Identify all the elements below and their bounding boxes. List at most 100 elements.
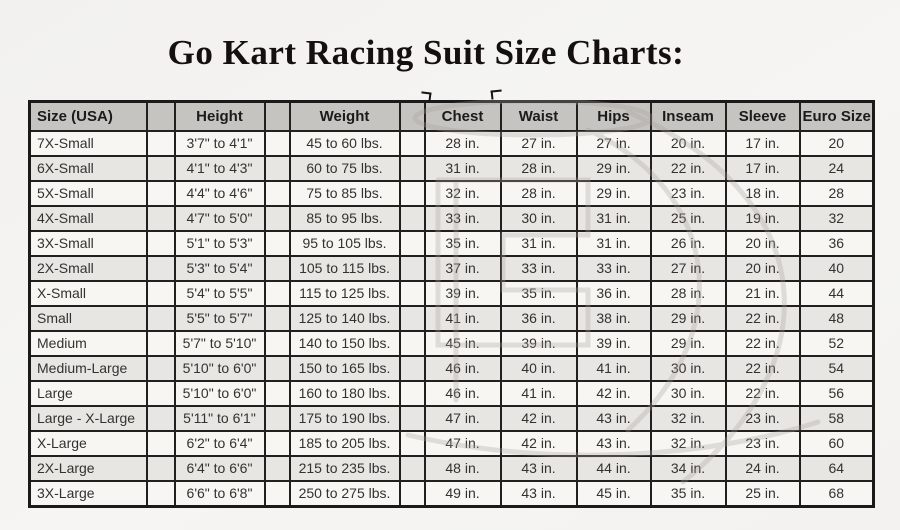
spacer-cell: [145, 330, 176, 357]
cell-hips: 29 in.: [575, 180, 652, 207]
cell-waist: 42 in.: [499, 405, 578, 432]
spacer-cell: [145, 100, 176, 132]
cell-weight: 75 to 85 lbs.: [288, 180, 401, 207]
crop-artifact-tick: [490, 89, 503, 100]
cell-waist: 40 in.: [499, 355, 578, 382]
cell-inseam: 34 in.: [649, 455, 727, 482]
cell-inseam: 20 in.: [649, 130, 727, 157]
cell-weight: 95 to 105 lbs.: [288, 230, 401, 257]
cell-chest: 31 in.: [423, 155, 502, 182]
cell-sleeve: 17 in.: [724, 155, 801, 182]
cell-height: 3'7" to 4'1": [173, 130, 266, 157]
cell-chest: 41 in.: [423, 305, 502, 332]
col-header-sleeve: Sleeve: [724, 100, 801, 132]
cell-inseam: 29 in.: [649, 305, 727, 332]
cell-hips: 36 in.: [575, 280, 652, 307]
cell-euro-size: 68: [798, 480, 875, 508]
cell-chest: 49 in.: [423, 480, 502, 508]
cell-waist: 33 in.: [499, 255, 578, 282]
spacer-cell: [263, 405, 291, 432]
spacer-cell: [263, 355, 291, 382]
cell-sleeve: 19 in.: [724, 205, 801, 232]
cell-euro-size: 52: [798, 330, 875, 357]
cell-size-usa: 4X-Small: [28, 205, 148, 232]
cell-hips: 43 in.: [575, 405, 652, 432]
cell-inseam: 23 in.: [649, 180, 727, 207]
cell-weight: 250 to 275 lbs.: [288, 480, 401, 508]
spacer-cell: [398, 455, 426, 482]
spacer-cell: [263, 480, 291, 508]
cell-euro-size: 54: [798, 355, 875, 382]
cell-waist: 30 in.: [499, 205, 578, 232]
cell-size-usa: 3X-Small: [28, 230, 148, 257]
col-header-size-usa: Size (USA): [28, 100, 148, 132]
cell-chest: 33 in.: [423, 205, 502, 232]
cell-size-usa: 5X-Small: [28, 180, 148, 207]
spacer-cell: [145, 405, 176, 432]
spacer-cell: [263, 155, 291, 182]
cell-size-usa: Large: [28, 380, 148, 407]
spacer-cell: [263, 130, 291, 157]
col-header-chest: Chest: [423, 100, 502, 132]
spacer-cell: [145, 355, 176, 382]
spacer-cell: [263, 205, 291, 232]
col-header-euro-size: Euro Size: [798, 100, 875, 132]
cell-inseam: 22 in.: [649, 155, 727, 182]
cell-sleeve: 20 in.: [724, 230, 801, 257]
cell-size-usa: X-Small: [28, 280, 148, 307]
cell-height: 5'11" to 6'1": [173, 405, 266, 432]
spacer-cell: [145, 230, 176, 257]
cell-chest: 28 in.: [423, 130, 502, 157]
cell-hips: 27 in.: [575, 130, 652, 157]
table-row: Medium-Large 5'10" to 6'0" 150 to 165 lbs.…: [28, 355, 875, 382]
cell-height: 5'3" to 5'4": [173, 255, 266, 282]
cell-euro-size: 58: [798, 405, 875, 432]
table-row: Large 5'10" to 6'0" 160 to 180 lbs. 46 in. 4…: [28, 380, 875, 407]
spacer-cell: [145, 130, 176, 157]
spacer-cell: [145, 280, 176, 307]
spacer-cell: [398, 230, 426, 257]
spacer-cell: [263, 305, 291, 332]
cell-waist: 41 in.: [499, 380, 578, 407]
cell-sleeve: 22 in.: [724, 305, 801, 332]
cell-hips: 33 in.: [575, 255, 652, 282]
cell-sleeve: 22 in.: [724, 330, 801, 357]
spacer-cell: [145, 305, 176, 332]
cell-hips: 41 in.: [575, 355, 652, 382]
cell-inseam: 28 in.: [649, 280, 727, 307]
spacer-cell: [263, 330, 291, 357]
spacer-cell: [145, 380, 176, 407]
col-header-height: Height: [173, 100, 266, 132]
cell-inseam: 35 in.: [649, 480, 727, 508]
cell-euro-size: 64: [798, 455, 875, 482]
spacer-cell: [398, 480, 426, 508]
cell-inseam: 27 in.: [649, 255, 727, 282]
table-row: 3X-Large 6'6" to 6'8" 250 to 275 lbs. 49 in…: [28, 480, 875, 508]
cell-weight: 175 to 190 lbs.: [288, 405, 401, 432]
cell-hips: 43 in.: [575, 430, 652, 457]
cell-hips: 29 in.: [575, 155, 652, 182]
cell-height: 5'10" to 6'0": [173, 380, 266, 407]
spacer-cell: [145, 455, 176, 482]
spacer-cell: [263, 255, 291, 282]
spacer-cell: [145, 430, 176, 457]
spacer-cell: [398, 255, 426, 282]
spacer-cell: [398, 130, 426, 157]
cell-sleeve: 17 in.: [724, 130, 801, 157]
cell-sleeve: 21 in.: [724, 280, 801, 307]
cell-height: 5'10" to 6'0": [173, 355, 266, 382]
cell-chest: 35 in.: [423, 230, 502, 257]
cell-height: 6'2" to 6'4": [173, 430, 266, 457]
cell-inseam: 32 in.: [649, 405, 727, 432]
cell-chest: 47 in.: [423, 405, 502, 432]
table-body: 7X-Small 3'7" to 4'1" 45 to 60 lbs. 28 in. 2…: [28, 130, 875, 508]
cell-size-usa: 3X-Large: [28, 480, 148, 508]
cell-hips: 38 in.: [575, 305, 652, 332]
cell-height: 5'4" to 5'5": [173, 280, 266, 307]
spacer-cell: [398, 405, 426, 432]
spacer-cell: [145, 480, 176, 508]
cell-height: 4'7" to 5'0": [173, 205, 266, 232]
cell-waist: 27 in.: [499, 130, 578, 157]
cell-inseam: 30 in.: [649, 355, 727, 382]
cell-chest: 48 in.: [423, 455, 502, 482]
